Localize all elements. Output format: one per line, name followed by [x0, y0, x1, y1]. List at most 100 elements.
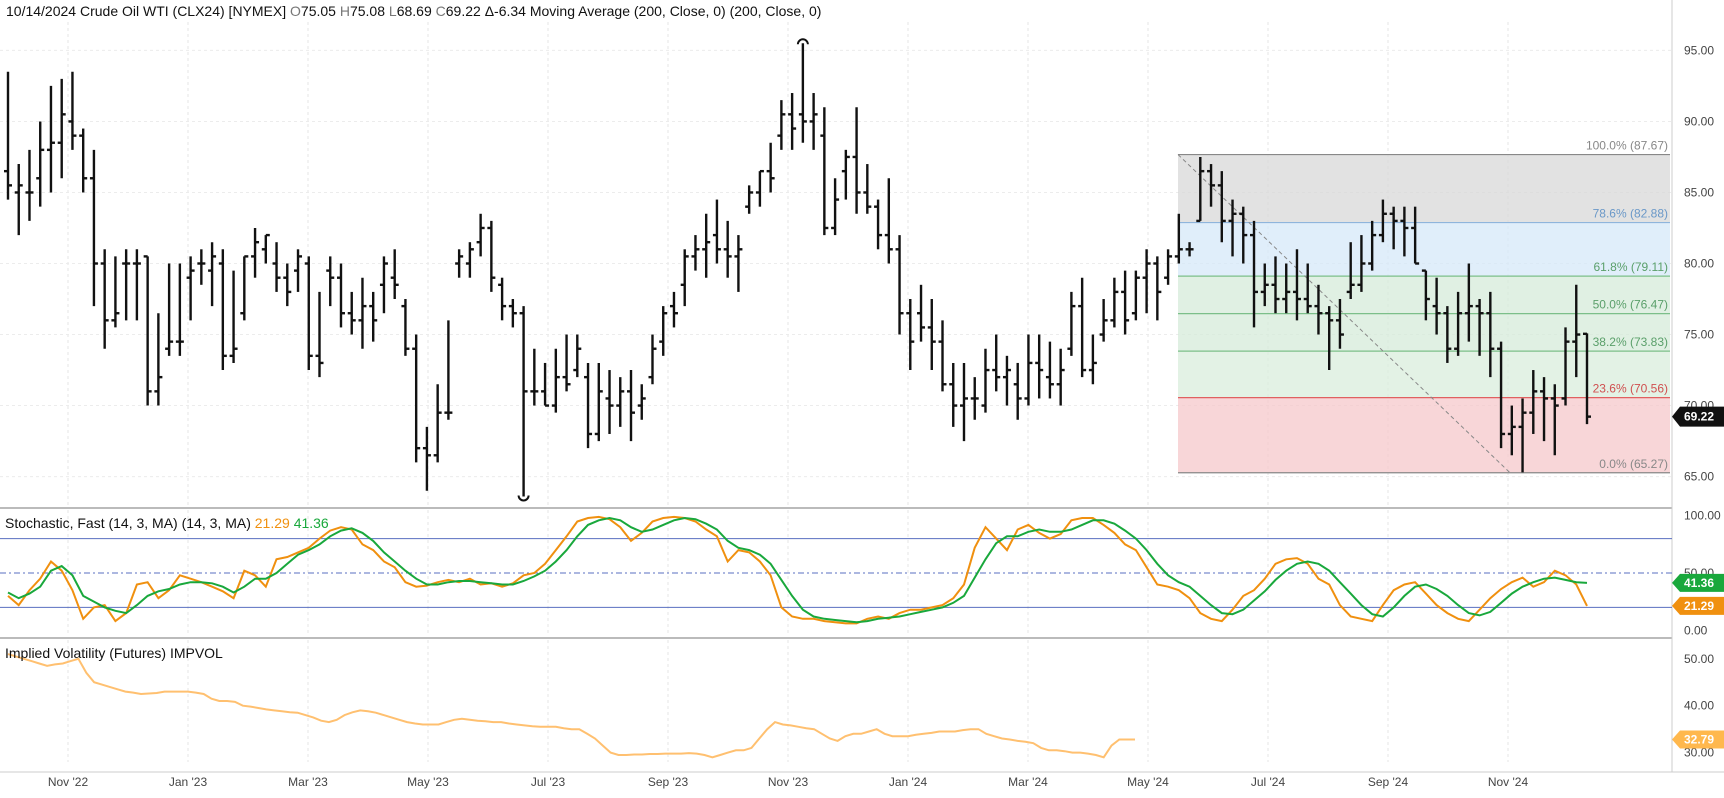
header-date: 10/14/2024 [6, 3, 77, 19]
ohlc-bar [959, 362, 968, 442]
x-tick-label: Nov '22 [48, 775, 89, 789]
y-tick-label: 100.00 [1684, 509, 1721, 523]
ohlc-bar [1550, 384, 1559, 456]
ohlc-bar [1260, 263, 1269, 307]
ohlc-bar [240, 255, 249, 321]
header-open-label: O [290, 3, 301, 19]
ohlc-bar [1486, 291, 1495, 378]
ohlc-bar [68, 71, 77, 150]
header-study[interactable]: Moving Average (200, Close, 0) (200, Clo… [529, 3, 822, 19]
ohlc-bar [852, 107, 861, 214]
ohlc-bar [89, 149, 98, 307]
ohlc-bar [412, 334, 421, 463]
ohlc-bar [519, 306, 528, 497]
stoch-d-line [7, 516, 1588, 624]
stoch-d-badge [1672, 573, 1724, 592]
ohlc-bars [4, 43, 1591, 497]
ohlc-bar [1045, 341, 1054, 399]
ohlc-bar [863, 164, 872, 214]
x-tick-label: Mar '24 [1008, 775, 1048, 789]
y-tick-label: 80.00 [1684, 257, 1714, 271]
ohlc-bar [4, 71, 12, 200]
x-tick-label: Sep '23 [648, 775, 689, 789]
ohlc-bar [304, 256, 313, 371]
ohlc-bar [1174, 213, 1183, 264]
y-tick-label: 50.00 [1684, 652, 1714, 666]
iv-last-badge [1672, 730, 1724, 749]
ohlc-bar [1078, 277, 1087, 378]
ohlc-bar [272, 242, 281, 292]
fib-level-label: 0.0% (65.27) [1599, 457, 1668, 471]
ohlc-bar [1088, 334, 1097, 385]
ohlc-bar [755, 169, 764, 207]
header-close-label: C [435, 3, 446, 19]
fib-level-label: 61.8% (79.11) [1594, 260, 1669, 274]
ohlc-bar [122, 249, 131, 321]
ohlc-bar [79, 128, 88, 193]
ohlc-bar [1271, 256, 1280, 314]
ohlc-bar [1325, 306, 1334, 371]
ohlc-bar [36, 121, 45, 207]
ohlc-bar [1303, 263, 1312, 314]
fib-level-label: 50.0% (76.47) [1593, 298, 1668, 312]
stoch-title[interactable]: Stochastic, Fast (14, 3, MA) (14, 3, MA) [5, 515, 251, 531]
ohlc-bar [605, 370, 614, 434]
ohlc-bar [777, 100, 786, 150]
ohlc-bar [508, 299, 517, 328]
ohlc-bar [1518, 398, 1527, 473]
ohlc-bar [981, 348, 990, 413]
ohlc-bar [712, 199, 721, 264]
ohlc-bar [874, 199, 883, 250]
x-tick-label: Jan '23 [169, 775, 208, 789]
y-tick-label: 30.00 [1684, 746, 1714, 760]
ohlc-bar [702, 213, 711, 278]
ohlc-bar [680, 249, 689, 307]
header-low-label: L [388, 3, 397, 19]
ohlc-bar [111, 256, 120, 328]
ohlc-bar [46, 85, 55, 193]
ohlc-bar [691, 235, 700, 271]
ohlc-bar [884, 178, 893, 264]
ohlc-bar [261, 233, 270, 264]
ohlc-bar [648, 334, 657, 385]
x-tick-label: Jul '23 [531, 775, 566, 789]
ohlc-bar [197, 249, 206, 285]
header-high: 75.08 [349, 3, 386, 19]
ohlc-bar [487, 220, 496, 292]
ohlc-bar [1421, 269, 1430, 321]
ohlc-bar [1282, 263, 1291, 314]
ohlc-bar [1529, 370, 1538, 434]
ohlc-bar [25, 149, 34, 221]
ohlc-bar [315, 291, 324, 378]
ohlc-bar [1099, 299, 1108, 342]
y-tick-label: 85.00 [1684, 185, 1714, 199]
ohlc-bar [14, 164, 23, 236]
ohlc-bar [1185, 242, 1194, 257]
ohlc-bar [1314, 284, 1323, 335]
ohlc-bar [788, 93, 797, 150]
ohlc-bar [551, 348, 560, 413]
ohlc-bar [1572, 284, 1581, 378]
x-tick-label: Nov '23 [768, 775, 809, 789]
low-marker [517, 495, 530, 502]
iv-line [7, 653, 1135, 759]
ohlc-bar [1013, 362, 1022, 420]
ohlc-bar [132, 249, 141, 321]
ohlc-bar [1153, 256, 1162, 321]
stoch-k-badge [1672, 596, 1724, 615]
ohlc-bar [659, 306, 668, 356]
fib-level-label: 23.6% (70.56) [1593, 382, 1668, 396]
fib-zone [1178, 276, 1670, 314]
y-tick-label: 65.00 [1684, 470, 1714, 484]
iv-title[interactable]: Implied Volatility (Futures) IMPVOL [5, 645, 223, 661]
ohlc-bar [433, 384, 442, 463]
fib-level-label: 100.0% (87.67) [1586, 139, 1668, 153]
iv-header: Implied Volatility (Futures) IMPVOL [5, 645, 223, 661]
ohlc-bar [143, 255, 152, 406]
price-header: 10/14/2024 Crude Oil WTI (CLX24) [NYMEX]… [6, 3, 821, 19]
ohlc-bar [637, 384, 646, 420]
ohlc-bar [1239, 206, 1248, 264]
ohlc-bar [1056, 348, 1065, 406]
